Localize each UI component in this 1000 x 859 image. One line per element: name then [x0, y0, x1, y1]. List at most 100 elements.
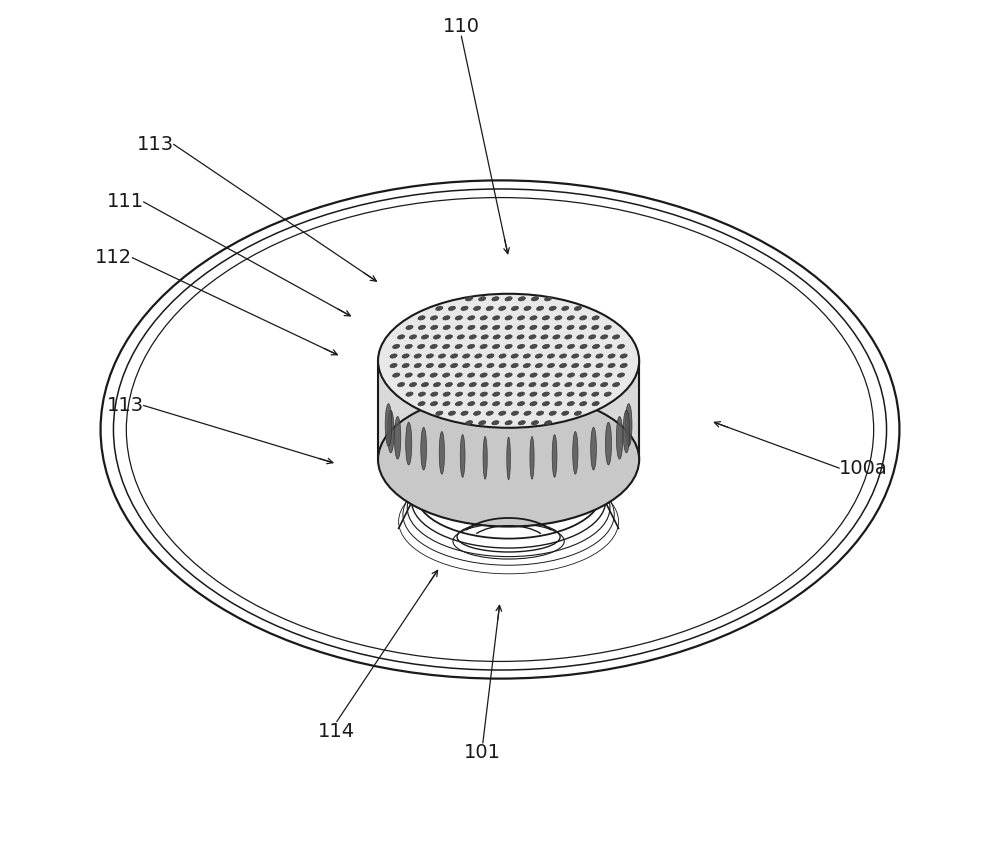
Ellipse shape — [426, 363, 433, 368]
Ellipse shape — [560, 354, 567, 358]
Ellipse shape — [418, 373, 425, 377]
Ellipse shape — [567, 402, 574, 405]
Ellipse shape — [483, 436, 487, 479]
Ellipse shape — [530, 392, 537, 396]
Ellipse shape — [537, 307, 544, 310]
Ellipse shape — [430, 316, 438, 320]
Ellipse shape — [524, 307, 531, 310]
Ellipse shape — [443, 344, 450, 349]
Ellipse shape — [430, 344, 437, 349]
Ellipse shape — [542, 373, 550, 377]
Ellipse shape — [517, 402, 525, 405]
Ellipse shape — [555, 402, 562, 405]
Text: 112: 112 — [95, 248, 132, 267]
Text: 101: 101 — [464, 743, 501, 762]
Ellipse shape — [418, 344, 425, 349]
Ellipse shape — [592, 402, 599, 405]
Ellipse shape — [430, 373, 437, 377]
Ellipse shape — [486, 307, 493, 310]
Ellipse shape — [592, 392, 599, 396]
Ellipse shape — [465, 421, 473, 425]
Ellipse shape — [451, 363, 458, 368]
Ellipse shape — [517, 392, 525, 396]
Ellipse shape — [567, 326, 574, 330]
Ellipse shape — [549, 307, 556, 310]
Ellipse shape — [421, 335, 429, 339]
Ellipse shape — [499, 354, 506, 358]
Ellipse shape — [545, 296, 552, 301]
Ellipse shape — [387, 411, 394, 453]
Ellipse shape — [555, 392, 562, 396]
Ellipse shape — [421, 427, 427, 470]
Ellipse shape — [555, 326, 562, 330]
Ellipse shape — [451, 354, 458, 358]
Ellipse shape — [418, 326, 425, 330]
Ellipse shape — [608, 354, 615, 358]
Ellipse shape — [553, 382, 560, 387]
Ellipse shape — [468, 326, 475, 330]
Ellipse shape — [592, 326, 599, 330]
Ellipse shape — [433, 335, 440, 339]
Ellipse shape — [461, 411, 468, 415]
Ellipse shape — [573, 431, 578, 474]
Ellipse shape — [398, 335, 405, 339]
Ellipse shape — [542, 402, 549, 405]
Ellipse shape — [518, 421, 525, 425]
Ellipse shape — [468, 316, 475, 320]
Ellipse shape — [492, 296, 499, 301]
Ellipse shape — [620, 354, 627, 358]
Ellipse shape — [455, 316, 462, 320]
Ellipse shape — [443, 402, 450, 405]
Ellipse shape — [517, 335, 524, 339]
Ellipse shape — [517, 382, 524, 387]
Ellipse shape — [493, 326, 500, 330]
Ellipse shape — [499, 363, 506, 368]
Ellipse shape — [545, 421, 552, 425]
Ellipse shape — [623, 411, 630, 453]
Ellipse shape — [393, 373, 400, 377]
Ellipse shape — [617, 373, 625, 377]
Ellipse shape — [443, 326, 450, 330]
Ellipse shape — [505, 316, 512, 320]
Ellipse shape — [555, 344, 562, 349]
Ellipse shape — [505, 373, 512, 377]
Ellipse shape — [579, 326, 586, 330]
Ellipse shape — [530, 373, 537, 377]
Ellipse shape — [455, 373, 462, 377]
Ellipse shape — [580, 402, 587, 405]
Ellipse shape — [565, 335, 572, 339]
Ellipse shape — [523, 363, 530, 368]
Ellipse shape — [530, 326, 537, 330]
Ellipse shape — [577, 335, 584, 339]
Ellipse shape — [468, 392, 475, 396]
Ellipse shape — [601, 335, 608, 339]
Ellipse shape — [492, 421, 499, 425]
Ellipse shape — [493, 382, 500, 387]
Ellipse shape — [438, 354, 446, 358]
Ellipse shape — [405, 344, 412, 349]
Ellipse shape — [518, 344, 525, 349]
Ellipse shape — [505, 421, 512, 425]
Ellipse shape — [552, 435, 557, 478]
Ellipse shape — [438, 363, 446, 368]
Ellipse shape — [393, 344, 400, 349]
Ellipse shape — [553, 335, 560, 339]
Ellipse shape — [562, 307, 569, 310]
Ellipse shape — [625, 404, 632, 447]
Ellipse shape — [481, 382, 488, 387]
Text: 113: 113 — [136, 135, 174, 154]
Ellipse shape — [414, 354, 421, 358]
Ellipse shape — [486, 411, 493, 415]
Ellipse shape — [468, 402, 475, 405]
Ellipse shape — [620, 363, 627, 368]
Ellipse shape — [480, 402, 487, 405]
Ellipse shape — [418, 402, 425, 405]
Ellipse shape — [480, 344, 487, 349]
Ellipse shape — [537, 411, 544, 415]
Ellipse shape — [591, 427, 596, 470]
Ellipse shape — [572, 354, 579, 358]
Text: 111: 111 — [106, 192, 144, 211]
Ellipse shape — [474, 307, 481, 310]
Ellipse shape — [584, 363, 591, 368]
Ellipse shape — [518, 296, 525, 301]
